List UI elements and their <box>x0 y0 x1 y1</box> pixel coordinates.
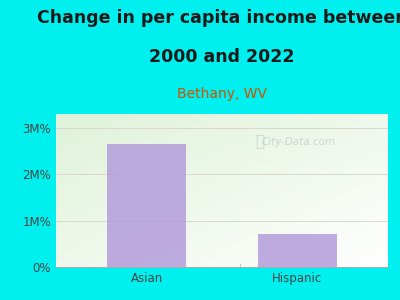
Text: Change in per capita income between: Change in per capita income between <box>37 9 400 27</box>
Text: ⌕: ⌕ <box>256 134 265 149</box>
Text: 2000 and 2022: 2000 and 2022 <box>149 48 295 66</box>
Bar <box>258 234 337 267</box>
Text: Bethany, WV: Bethany, WV <box>177 87 267 101</box>
Bar <box>107 144 186 267</box>
Text: City-Data.com: City-Data.com <box>261 136 336 146</box>
